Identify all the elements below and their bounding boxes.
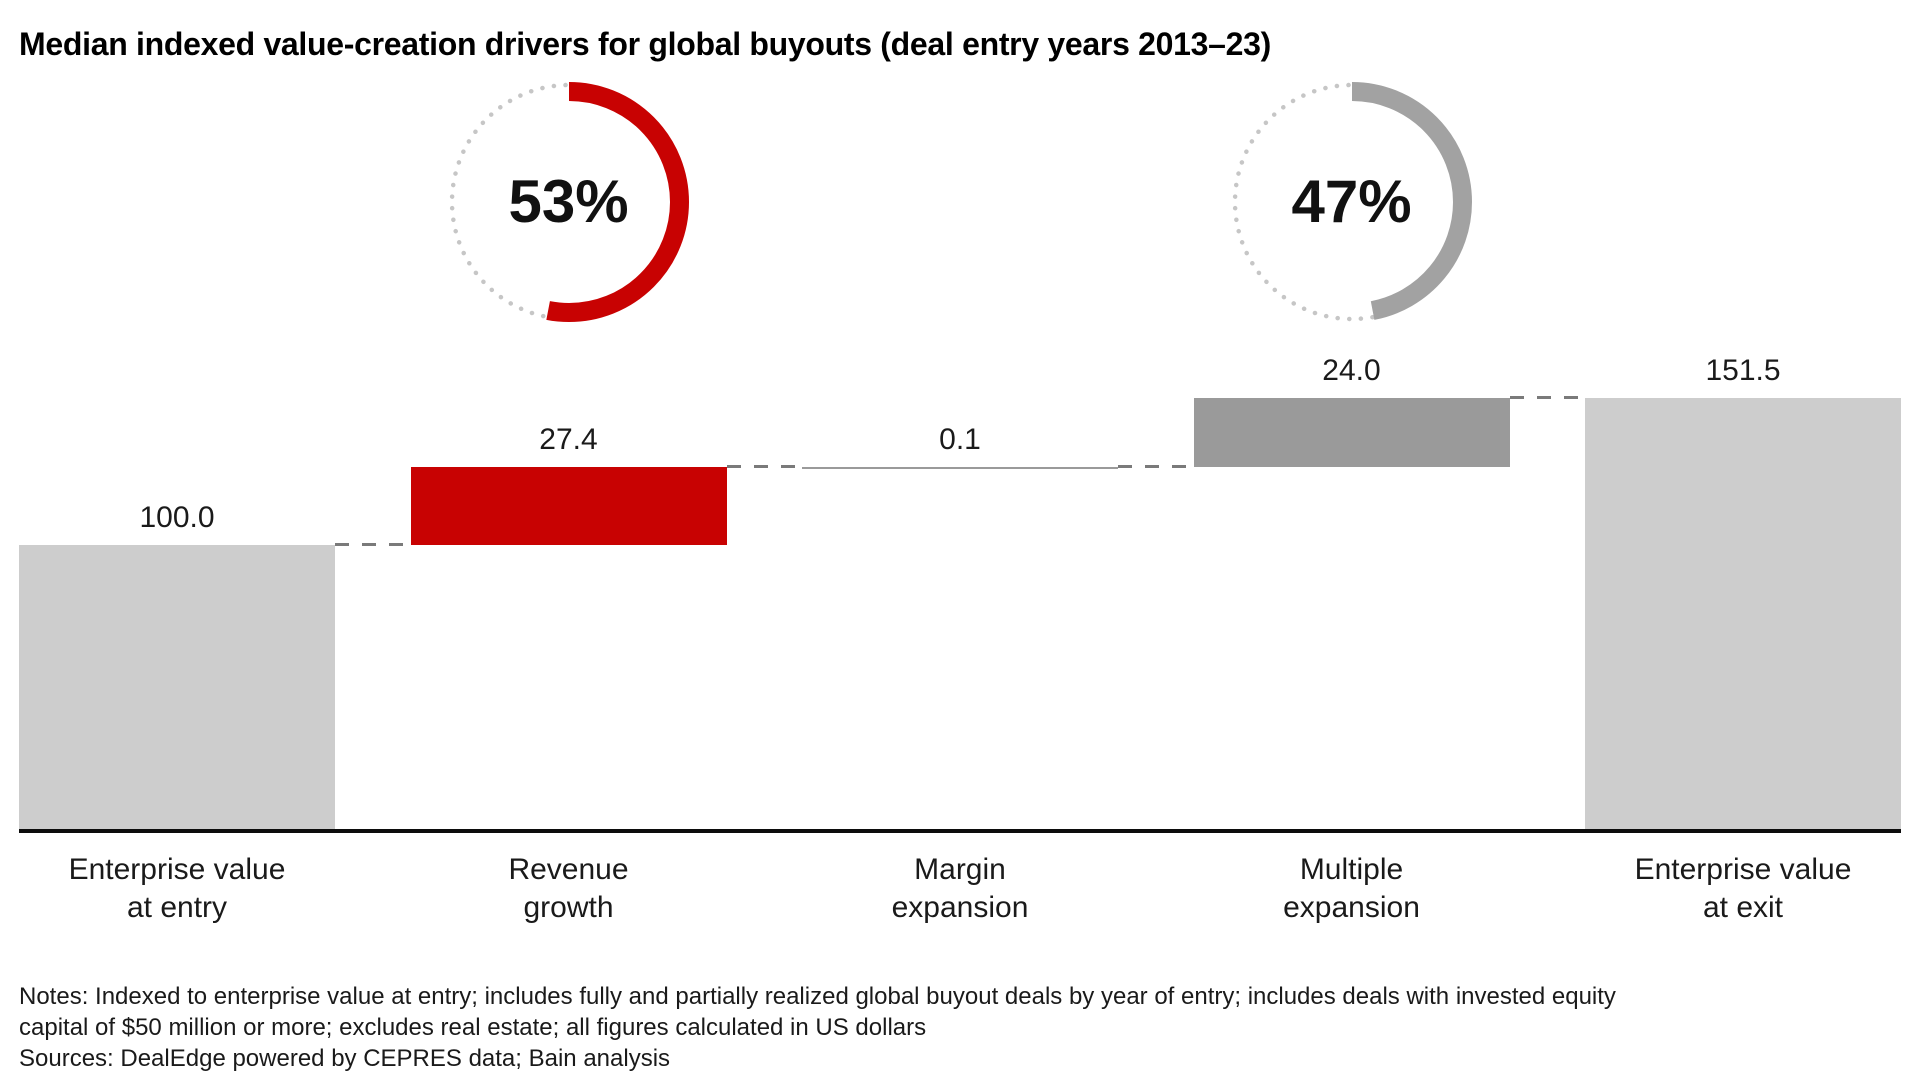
chart-footnotes: Notes: Indexed to enterprise value at en… xyxy=(19,981,1616,1074)
gauge-value-label-revenue-growth: 53% xyxy=(508,168,629,235)
baseline-axis xyxy=(19,829,1901,833)
gauge-value-label-multiple-expansion: 47% xyxy=(1291,168,1412,235)
value-label-enterprise-value-at-entry: 100.0 xyxy=(139,501,215,534)
bar-revenue-growth xyxy=(410,466,727,545)
value-label-revenue-growth: 27.4 xyxy=(539,422,598,456)
value-label-enterprise-value-at-exit: 151.5 xyxy=(1705,354,1781,388)
value-label-margin-expansion: 0.1 xyxy=(939,422,981,456)
connector-dash-1 xyxy=(726,464,802,468)
connector-dash-3 xyxy=(1509,396,1585,400)
value-label-multiple-expansion: 24.0 xyxy=(1322,354,1381,388)
category-label-enterprise-value-at-exit: Enterprise value at exit xyxy=(1634,853,1852,924)
bar-multiple-expansion xyxy=(1193,398,1510,467)
chart-title: Median indexed value-creation drivers fo… xyxy=(19,26,1271,63)
bar-enterprise-value-at-exit xyxy=(1585,398,1901,830)
connector-dash-0 xyxy=(335,543,411,546)
notes-line-2: capital of $50 million or more; excludes… xyxy=(19,1014,927,1041)
category-label-revenue-growth: Revenue growth xyxy=(508,853,629,924)
donut-gauge-multiple-expansion xyxy=(1231,82,1472,322)
category-label-enterprise-value-at-entry: Enterprise value at entry xyxy=(68,853,286,924)
category-label-margin-expansion: Margin expansion xyxy=(891,853,1029,924)
connector-dash-2 xyxy=(1118,464,1194,468)
bar-margin-expansion xyxy=(802,466,1118,469)
notes-line-1: Notes: Indexed to enterprise value at en… xyxy=(19,983,1616,1010)
gauge-arc xyxy=(448,82,689,322)
sources-line: Sources: DealEdge powered by CEPRES data… xyxy=(19,1045,671,1072)
bar-enterprise-value-at-entry xyxy=(19,545,335,830)
donut-gauge-revenue-growth xyxy=(448,82,689,322)
gauge-arc xyxy=(1231,82,1472,322)
category-label-multiple-expansion: Multiple expansion xyxy=(1283,853,1420,924)
